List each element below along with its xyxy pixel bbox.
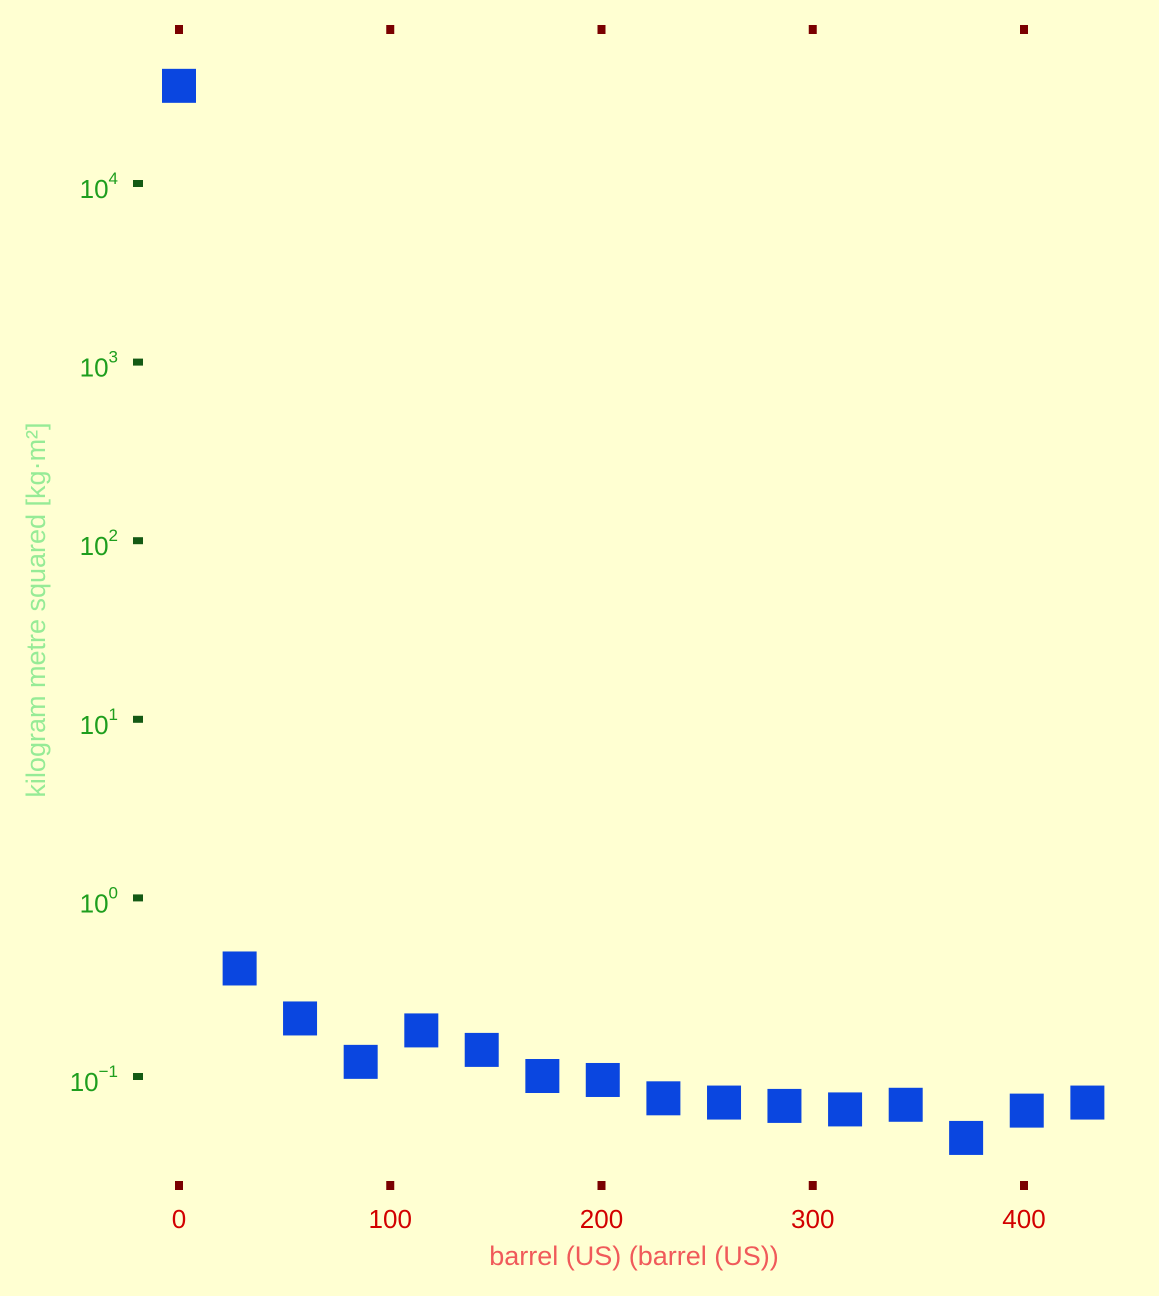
data-point [1070, 1085, 1105, 1120]
data-point [888, 1087, 923, 1122]
x-tick-mark-top [597, 25, 606, 34]
y-tick-label: 100 [80, 883, 118, 918]
x-tick-mark [1020, 1181, 1028, 1190]
x-tick-mark-top [386, 25, 395, 34]
data-point [162, 68, 196, 103]
data-point [828, 1092, 863, 1127]
data-point [767, 1088, 802, 1123]
y-tick-mark [133, 1073, 143, 1080]
x-tick-mark [175, 1181, 183, 1190]
data-point [585, 1062, 620, 1097]
y-tick-mark [133, 180, 143, 187]
data-point [525, 1059, 560, 1093]
x-tick-label: 100 [369, 1204, 412, 1234]
x-tick-mark [597, 1181, 606, 1190]
x-tick-mark [386, 1181, 395, 1190]
y-tick-mark [133, 715, 143, 723]
y-axis: 10−1 100 101 102 103 104 [70, 169, 143, 1097]
data-point [707, 1085, 742, 1120]
x-tick-label: 300 [791, 1204, 834, 1234]
y-tick-label: 102 [80, 526, 118, 561]
y-tick-mark [133, 358, 143, 366]
x-tick-label: 400 [1002, 1204, 1045, 1234]
data-point [404, 1013, 439, 1048]
y-tick-label: 10−1 [70, 1062, 118, 1097]
data-point [222, 951, 257, 986]
x-tick-label: 0 [172, 1204, 186, 1234]
data-point [1009, 1093, 1044, 1128]
x-axis-title: barrel (US) (barrel (US)) [489, 1241, 779, 1271]
x-tick-mark-top [1020, 25, 1028, 34]
y-tick-label: 101 [80, 705, 118, 740]
x-tick-label: 200 [580, 1204, 623, 1234]
data-point [949, 1120, 984, 1155]
data-point [464, 1032, 499, 1067]
x-axis: 0 100 200 300 400 [172, 25, 1046, 1234]
y-tick-mark [133, 537, 143, 545]
data-points [162, 68, 1105, 1155]
data-point [343, 1044, 378, 1079]
data-point [646, 1081, 681, 1116]
x-tick-mark-top [808, 25, 817, 34]
y-tick-mark [133, 894, 143, 902]
data-point [283, 1001, 318, 1036]
x-tick-mark [808, 1181, 817, 1190]
y-tick-label: 104 [80, 169, 118, 204]
x-tick-mark-top [175, 25, 183, 34]
y-tick-label: 103 [80, 348, 118, 383]
y-axis-title: kilogram metre squared [kg·m²] [21, 422, 51, 797]
